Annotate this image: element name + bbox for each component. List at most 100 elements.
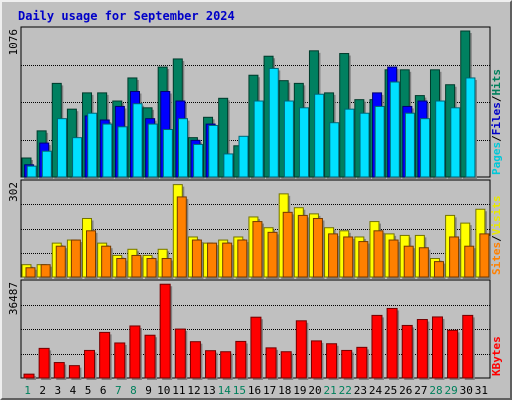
x-tick-label-day-9: 9 [145, 384, 152, 397]
visits_sites-sites-bar-day-28 [433, 261, 444, 278]
x-tick-label-day-26: 26 [399, 384, 412, 397]
kbytes-kbytes-bar-day-17 [265, 347, 277, 379]
x-tick-label-day-25: 25 [384, 384, 397, 397]
kbytes-kbytes-bar-day-18 [280, 351, 292, 379]
kbytes-kbytes-bar-day-15 [235, 340, 247, 379]
kbytes-kbytes-bar-day-8 [129, 325, 141, 379]
hits_files_pages-pages-bar-day-23 [359, 112, 370, 178]
visits_sites-sites-bar-day-11 [176, 196, 187, 278]
kbytes-kbytes-bar-day-6 [99, 331, 111, 379]
visits_sites-ymax-label: 302 [7, 182, 20, 202]
x-tick-label-day-6: 6 [100, 384, 107, 397]
kbytes-kbytes-bar-day-14 [220, 351, 232, 379]
x-tick-label-day-22: 22 [339, 384, 352, 397]
visits_sites-sites-bar-day-30 [464, 245, 475, 278]
visits_sites-sites-bar-day-13 [207, 242, 218, 278]
hits_files_pages-pages-bar-day-10 [162, 129, 173, 178]
hits_files_pages-legend: Pages/Files/Hits [490, 69, 503, 175]
hits_files_pages-pages-bar-day-24 [374, 105, 385, 178]
hits_files_pages-pages-bar-day-9 [147, 123, 158, 178]
kbytes-legend: KBytes [490, 336, 503, 376]
kbytes-kbytes-bar-day-19 [295, 320, 307, 379]
x-tick-label-day-30: 30 [460, 384, 473, 397]
visits_sites-sites-bar-day-16 [252, 221, 263, 278]
hits_files_pages-pages-bar-day-13 [208, 124, 219, 178]
legend-entry: Pages [490, 142, 503, 175]
visits_sites-sites-bar-day-8 [131, 254, 142, 278]
x-tick-label-day-20: 20 [308, 384, 321, 397]
visits_sites-sites-bar-day-24 [373, 230, 384, 278]
hits_files_pages-pages-bar-day-17 [268, 67, 279, 178]
kbytes-kbytes-bar-day-11 [174, 328, 186, 379]
kbytes-kbytes-bar-day-4 [68, 365, 80, 379]
hits_files_pages-pages-bar-day-6 [102, 123, 113, 178]
hits_files_pages-pages-bar-day-25 [389, 81, 400, 178]
x-tick-label-day-5: 5 [85, 384, 92, 397]
hits_files_pages-pages-bar-day-29 [450, 107, 461, 178]
x-tick-label-day-17: 17 [263, 384, 276, 397]
visits_sites-sites-bar-day-19 [297, 214, 308, 278]
x-tick-label-day-10: 10 [157, 384, 170, 397]
visits_sites-sites-bar-day-7 [116, 258, 127, 278]
hits_files_pages-pages-bar-day-27 [420, 118, 431, 178]
hits_files_pages-pages-bar-day-5 [87, 112, 98, 178]
legend-entry: Visits [490, 196, 503, 236]
legend-entry: Sites [490, 242, 503, 275]
visits_sites-sites-bar-day-14 [222, 242, 233, 278]
x-tick-label-day-4: 4 [70, 384, 77, 397]
visits_sites-sites-bar-day-21 [328, 233, 339, 278]
kbytes-kbytes-bar-day-1 [23, 373, 35, 379]
x-tick-label-day-27: 27 [414, 384, 427, 397]
legend-entry: / [490, 95, 503, 102]
visits_sites-sites-bar-day-22 [343, 236, 354, 278]
x-tick-label-day-11: 11 [172, 384, 185, 397]
visits_sites-sites-bar-day-18 [282, 211, 293, 278]
hits_files_pages-pages-bar-day-15 [238, 135, 249, 178]
hits_files_pages-pages-bar-day-11 [177, 118, 188, 178]
hits_files_pages-pages-bar-day-12 [193, 143, 204, 178]
hits_files_pages-pages-bar-day-18 [283, 100, 294, 178]
x-tick-label-day-16: 16 [248, 384, 261, 397]
visits_sites-sites-bar-day-31 [479, 233, 490, 278]
visits_sites-sites-bar-day-25 [388, 239, 399, 278]
visits_sites-sites-bar-day-27 [418, 247, 429, 278]
hits_files_pages-pages-bar-day-14 [223, 153, 234, 178]
x-tick-label-day-7: 7 [115, 384, 122, 397]
kbytes-kbytes-bar-day-20 [310, 340, 322, 379]
visits_sites-sites-bar-day-15 [237, 239, 248, 278]
kbytes-kbytes-bar-day-29 [447, 329, 459, 379]
visits_sites-sites-bar-day-12 [191, 239, 202, 278]
chart-title: Daily usage for September 2024 [18, 9, 235, 23]
visits_sites-sites-bar-day-20 [312, 217, 323, 278]
kbytes-kbytes-bar-day-7 [114, 342, 126, 379]
kbytes-kbytes-bar-day-30 [462, 314, 474, 379]
visits_sites-sites-bar-day-5 [86, 230, 97, 278]
x-tick-label-day-13: 13 [202, 384, 215, 397]
x-tick-label-day-28: 28 [429, 384, 442, 397]
legend-entry: / [490, 235, 503, 242]
hits_files_pages-pages-bar-day-30 [465, 77, 476, 178]
visits_sites-sites-bar-day-29 [449, 236, 460, 278]
x-tick-label-day-12: 12 [187, 384, 200, 397]
kbytes-kbytes-bar-day-25 [386, 307, 398, 379]
visits_sites-sites-bar-day-17 [267, 231, 278, 278]
kbytes-kbytes-bar-day-28 [431, 316, 443, 379]
hits_files_pages-pages-bar-day-8 [132, 103, 143, 178]
kbytes-kbytes-bar-day-24 [371, 314, 383, 379]
kbytes-kbytes-bar-day-13 [205, 350, 217, 379]
x-tick-label-day-2: 2 [39, 384, 46, 397]
hits_files_pages-pages-bar-day-22 [344, 108, 355, 178]
hits_files_pages-pages-bar-day-2 [41, 150, 52, 178]
x-tick-label-day-1: 1 [24, 384, 31, 397]
kbytes-kbytes-bar-day-12 [189, 341, 201, 379]
hits_files_pages-pages-bar-day-1 [26, 165, 37, 178]
visits_sites-sites-bar-day-2 [40, 264, 51, 278]
kbytes-kbytes-bar-day-3 [53, 362, 65, 379]
hits_files_pages-pages-bar-day-4 [72, 137, 83, 178]
hits_files_pages-pages-bar-day-21 [329, 122, 340, 178]
hits_files_pages-pages-bar-day-19 [299, 107, 310, 178]
x-tick-label-day-14: 14 [218, 384, 232, 397]
legend-entry: / [490, 135, 503, 142]
legend-entry: KBytes [490, 336, 503, 376]
